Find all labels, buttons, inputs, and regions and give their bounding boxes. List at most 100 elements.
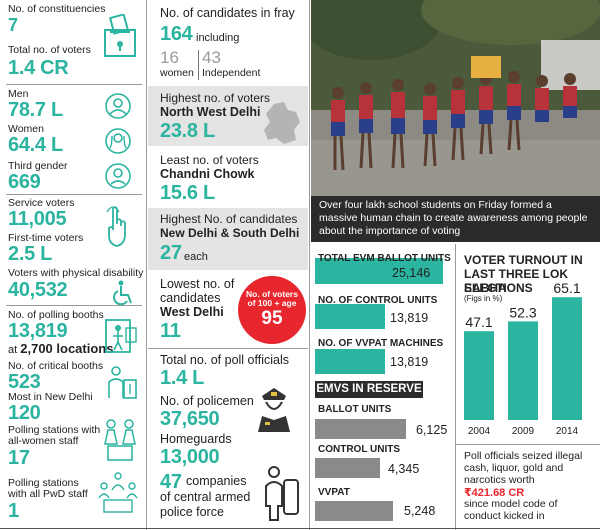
photo-caption: Over four lakh school students on Friday… [311,196,600,242]
delhi-map-icon [264,102,300,144]
turnout-title-1: VOTER TURNOUT IN [464,253,583,267]
police-booth-icon [108,366,137,399]
seized-text-4: since model code of [464,498,558,510]
turnout-chart: 47.1 2004 52.3 2009 65.1 2014 [464,280,582,437]
lowest-candidates-label-2: candidates [160,291,221,305]
women-staff-value: 17 [8,447,30,469]
constituencies-value: 7 [8,15,18,35]
seized-amount: ₹421.68 CR [464,487,525,499]
badge-line-1: No. of voters [246,289,298,299]
men-value: 78.7 L [8,99,63,121]
evm-bar-1 [315,304,385,329]
disability-value: 40,532 [8,279,68,301]
third-gender-label: Third gender [8,160,68,172]
evm-label-1: NO. OF CONTROL UNITS [318,295,438,306]
booths-sub-value: 2,700 locations [20,341,114,356]
companies-text-3: police force [160,505,224,519]
critical-label: No. of critical booths [8,360,104,372]
first-time-label: First-time voters [8,232,84,244]
candidates-label: No. of candidates in fray [160,6,295,20]
seized-text-3: narcotics worth [464,474,535,486]
first-time-value: 2.5 L [8,243,53,265]
armed-police-icon [265,466,299,521]
ballot-box-icon [104,14,136,57]
constituencies-label: No. of constituencies [8,3,106,15]
critical-value: 523 [8,371,41,393]
policemen-value: 37,650 [160,408,220,430]
women-candidates-count: 16 [160,48,179,67]
turnout-value-label: 47.1 [465,314,492,330]
school-students-photo [311,0,600,196]
reserve-bar-1 [315,458,380,478]
new-delhi-label: Most in New Delhi [8,391,93,403]
companies-text-2: of central armed [160,490,251,504]
third-gender-icon [105,163,131,189]
voters-value: 1.4 CR [8,57,69,79]
evm-label-0: TOTAL EVM BALLOT UNITS [318,253,451,264]
turnout-year-label: 2014 [556,426,579,437]
voters-label: Total no. of voters [8,44,91,56]
third-gender-value: 669 [8,171,41,193]
highest-voters-label: Highest no. of voters [160,91,271,105]
policemen-label: No. of policemen [160,394,254,408]
badge-value: 95 [261,307,283,329]
men-label: Men [8,88,29,100]
booths-value: 13,819 [8,320,68,342]
seized-text-2: cash, liquor, gold and [464,462,564,474]
lowest-candidates-label-1: Lowest no. of [160,277,235,291]
reserve-value-0: 6,125 [416,423,448,437]
highest-candidates-place: New Delhi & South Delhi [160,226,300,240]
disability-label: Voters with physical disability [8,267,144,279]
evm-bar-0 [315,258,443,284]
independent-label: Independent [202,67,261,79]
reserve-value-2: 5,248 [404,504,436,518]
evm-bar-2 [315,349,385,374]
voting-booth-icon [105,319,137,353]
candidates-including: including [196,32,240,44]
booths-sub-prefix: at [8,344,18,356]
women-value: 64.4 L [8,134,63,156]
turnout-unit: (Figs in %) [464,294,503,303]
homeguards-value: 13,000 [160,446,220,468]
new-delhi-value: 120 [8,402,41,424]
reserve-label-1: CONTROL UNITS [318,444,401,455]
pwd-staff-label-2: with all PwD staff [8,488,88,500]
centenarian-badge: No. of voters of 100 + age 95 [238,276,306,344]
wheelchair-icon [113,280,132,306]
seized-text-5: conduct kicked in [464,510,545,522]
pwd-staff-icon [98,472,138,513]
turnout-bar-2009 [508,321,538,420]
evm-label-2: NO. OF VVPAT MACHINES [318,338,444,349]
turnout-title-2: LAST THREE LOK SABHA [464,267,568,296]
women-candidates-label: women [160,67,194,79]
turnout-value-label: 65.1 [553,280,580,296]
turnout-year-label: 2009 [512,426,535,437]
photo [311,0,600,196]
turnout-year-label: 2004 [468,426,491,437]
woman-icon [105,128,131,154]
booths-label: No. of polling booths [8,309,104,321]
lowest-candidates-place: West Delhi [160,305,224,319]
least-voters-label: Least no. of voters [160,153,259,167]
pwd-staff-label-1: Polling stations [8,477,79,489]
reserve-title: EMVS IN RESERVE [315,381,423,398]
evm-value-2: 13,819 [390,355,429,369]
least-voters-value: 15.6 L [160,182,215,204]
homeguards-label: Homeguards [160,432,232,446]
highest-candidates-value: 27 [160,242,182,264]
poll-officials-label: Total no. of poll officials [160,353,290,367]
turnout-bar-2004 [464,331,494,420]
turnout-bar-2014 [552,297,582,420]
seized-text-1: Poll officials seized illegal [464,450,583,462]
lowest-candidates-value: 11 [160,320,181,342]
reserve-label-2: VVPAT [318,487,350,498]
women-label: Women [8,123,44,135]
man-icon [105,93,131,119]
highest-candidates-label: Highest No. of candidates [160,212,298,226]
highest-candidates-suffix: each [184,251,208,263]
policeman-icon [258,388,290,432]
service-voters-value: 11,005 [8,208,67,230]
badge-line-2: of 100 + age [247,298,297,309]
independent-count: 43 [202,48,221,67]
highest-voters-place: North West Delhi [160,105,261,119]
